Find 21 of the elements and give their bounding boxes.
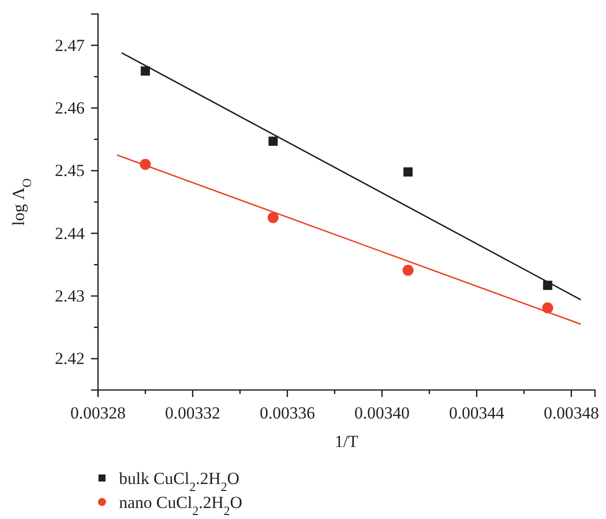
- point: [543, 280, 552, 290]
- y-tick-label: 2.43: [54, 286, 85, 306]
- x-tick-label: 0.00348: [544, 404, 599, 423]
- point: [402, 264, 414, 276]
- x-tick-label: 0.00336: [260, 404, 315, 423]
- point: [403, 167, 413, 177]
- y-tick-label: 2.44: [54, 224, 86, 243]
- x-tick-label: 0.00328: [70, 404, 126, 423]
- x-axis-title: 1/T: [334, 432, 359, 451]
- x-tick-label: 0.00344: [449, 404, 505, 423]
- x-tick-label: 0.00332: [165, 404, 220, 423]
- legend-label: bulk CuCl$_{2}$.2H$_{2}$O: [119, 468, 240, 494]
- point: [140, 66, 150, 76]
- y-tick-label: 2.45: [54, 161, 85, 180]
- x-tick-label: 0.00340: [354, 404, 410, 423]
- point: [268, 136, 278, 146]
- y-tick-label: 2.46: [54, 98, 85, 118]
- y-tick-label: 2.42: [54, 349, 85, 368]
- legend-label: nano CuCl$_{2}$.2H$_{2}$O: [119, 492, 242, 518]
- point: [268, 212, 279, 224]
- y-tick-label: 2.47: [54, 36, 86, 55]
